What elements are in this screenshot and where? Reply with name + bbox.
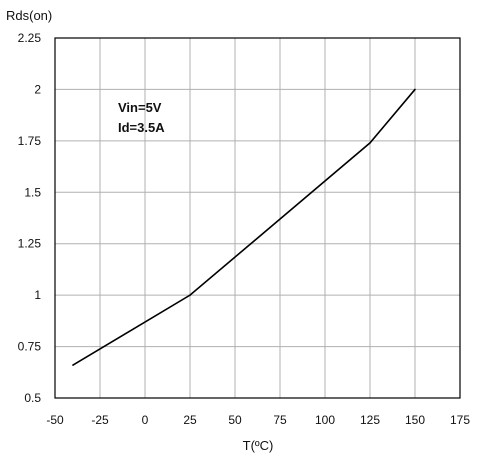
series-layer (72, 88, 416, 366)
grid (55, 38, 460, 398)
y-tick-label: 1.75 (18, 134, 42, 148)
annotation-id: Id=3.5A (118, 120, 165, 135)
x-tick-label: 100 (315, 413, 335, 427)
x-axis-label: T(ºC) (243, 438, 274, 453)
x-tick-label: 150 (405, 413, 425, 427)
x-tick-label: 75 (273, 413, 287, 427)
x-tick-labels: -50 -25 0 25 50 75 100 125 150 175 (46, 413, 470, 427)
y-tick-label: 1.25 (18, 237, 42, 251)
y-axis-label: Rds(on) (6, 8, 52, 23)
y-tick-labels: 0.5 0.75 1 1.25 1.5 1.75 2 2.25 (18, 31, 42, 405)
y-tick-label: 0.75 (18, 340, 42, 354)
x-tick-label: -25 (91, 413, 109, 427)
x-tick-label: 175 (450, 413, 470, 427)
x-tick-label: 25 (183, 413, 197, 427)
x-tick-label: 50 (228, 413, 242, 427)
data-point (369, 142, 371, 144)
series-line-rds-on (72, 88, 416, 366)
y-tick-label: 2.25 (18, 31, 42, 45)
x-tick-label: 125 (360, 413, 380, 427)
data-point (189, 294, 191, 296)
y-tick-label: 1.5 (24, 185, 41, 199)
plot-frame (54, 37, 461, 399)
y-tick-label: 1 (34, 288, 41, 302)
x-tick-label: 0 (142, 413, 149, 427)
data-point (414, 88, 416, 91)
annotation-vin: Vin=5V (118, 100, 162, 115)
y-tick-label: 2 (34, 82, 41, 96)
data-point (72, 364, 74, 366)
x-tick-label: -50 (46, 413, 64, 427)
y-tick-label: 0.5 (24, 391, 41, 405)
